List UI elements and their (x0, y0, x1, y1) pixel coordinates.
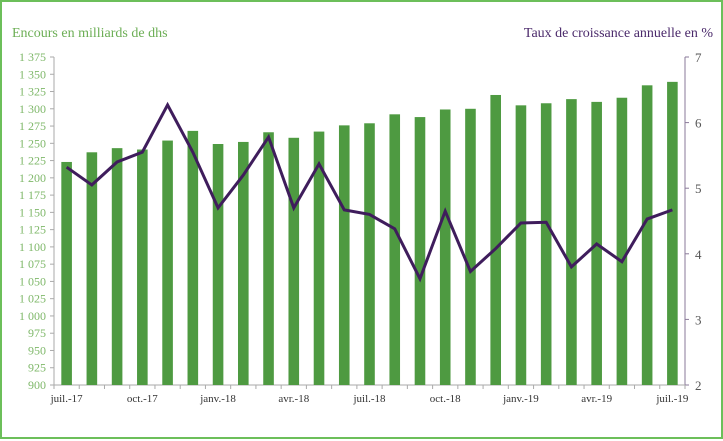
y-left-tick-label: 1 050 (19, 274, 46, 288)
bar-juin-19 (642, 85, 653, 385)
x-tick-label: oct.-17 (127, 393, 158, 405)
bar-oct.-18 (440, 109, 451, 385)
y-left-tick-label: 1 100 (19, 240, 46, 254)
bar-oct.-17 (137, 150, 148, 385)
y-right-tick-label: 5 (695, 181, 702, 196)
bar-déc.-17 (188, 131, 199, 385)
x-tick-label: juil.-18 (352, 393, 386, 405)
bar-déc.-18 (490, 95, 501, 385)
x-tick-label: avr.-18 (278, 393, 309, 405)
y-left-tick-label: 1 025 (19, 292, 46, 306)
y-right-tick-label: 4 (695, 247, 702, 262)
x-tick-label: janv.-19 (502, 393, 539, 405)
bar-nov.-17 (162, 141, 173, 385)
y-left-tick-label: 975 (28, 326, 46, 340)
bar-sept.-18 (415, 117, 426, 385)
bar-juil.-17 (61, 162, 72, 385)
x-tick-label: oct.-18 (430, 393, 461, 405)
y-right-tick-label: 6 (695, 116, 702, 131)
y-left-tick-label: 1 325 (19, 85, 46, 99)
y-left-tick-label: 1 275 (19, 119, 46, 133)
bar-nov.-18 (465, 109, 476, 385)
x-tick-label: juil.-17 (50, 393, 84, 405)
y-left-tick-label: 900 (28, 378, 46, 392)
y-left-tick-label: 1 150 (19, 205, 46, 219)
y-left-tick-label: 950 (28, 343, 46, 357)
y-left-tick-label: 1 200 (19, 171, 46, 185)
y-left-tick-label: 1 375 (19, 50, 46, 64)
y-left-tick-label: 1 175 (19, 188, 46, 202)
bar-avr.-18 (288, 138, 299, 385)
y-left-tick-label: 1 000 (19, 309, 46, 323)
y-left-tick-label: 1 125 (19, 223, 46, 237)
bar-mars-19 (566, 99, 577, 385)
y-right-tick-label: 2 (695, 378, 702, 393)
y-right-tick-label: 3 (695, 312, 702, 327)
bar-janv.-18 (213, 144, 224, 385)
y-left-tick-label: 1 225 (19, 154, 46, 168)
bar-févr.-19 (541, 103, 552, 385)
y-left-tick-label: 1 250 (19, 136, 46, 150)
y-left-tick-label: 1 350 (19, 67, 46, 81)
bar-juil.-19 (667, 82, 678, 385)
bar-janv.-19 (516, 105, 527, 385)
y-right-tick-label: 7 (695, 50, 702, 65)
bar-juin-18 (339, 125, 350, 385)
y-left-tick-label: 1 075 (19, 257, 46, 271)
x-tick-label: janv.-18 (199, 393, 236, 405)
x-tick-label: avr.-19 (581, 393, 612, 405)
bar-août-18 (389, 114, 400, 385)
y-left-tick-label: 925 (28, 361, 46, 375)
y-left-tick-label: 1 300 (19, 102, 46, 116)
bar-mai-19 (617, 98, 628, 385)
bar-août-17 (87, 152, 98, 385)
bar-juil.-18 (364, 123, 375, 385)
bar-mars-18 (263, 132, 274, 385)
bar-sept.-17 (112, 148, 123, 385)
x-tick-label: juil.-19 (655, 393, 689, 405)
